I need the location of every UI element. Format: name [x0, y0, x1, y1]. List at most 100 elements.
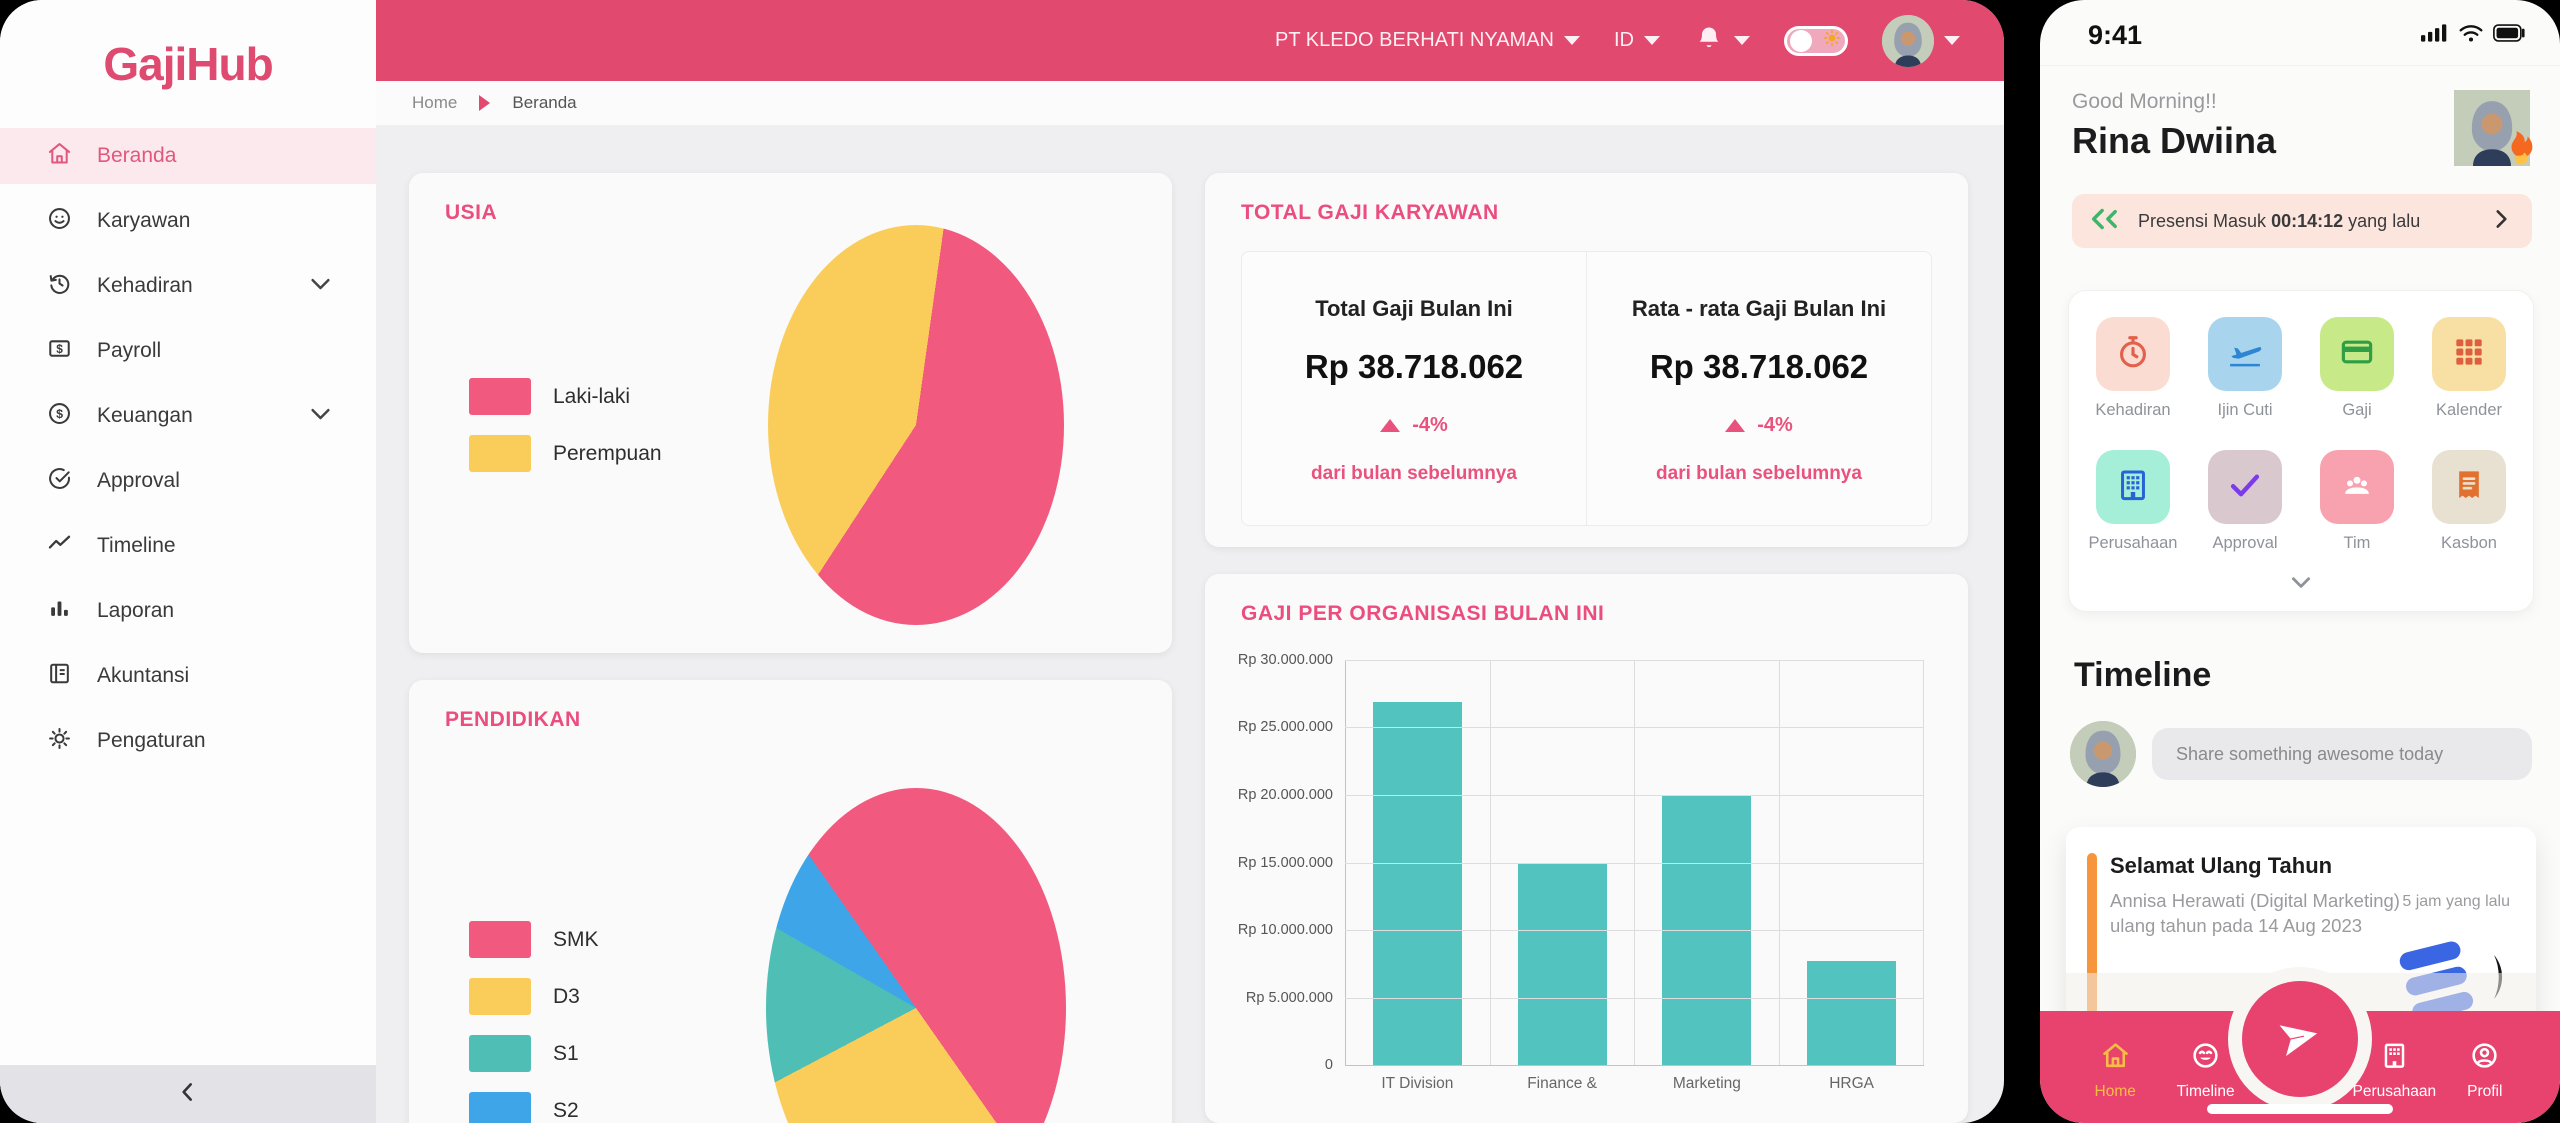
usia-card: USIA Laki-laki Perempuan: [409, 173, 1172, 653]
triangle-up-icon: [1380, 419, 1401, 432]
home-indicator[interactable]: [2207, 1104, 2393, 1114]
show-more-button[interactable]: [2077, 553, 2525, 601]
breadcrumb: Home Beranda: [376, 81, 2004, 125]
gridline: [1345, 727, 1924, 729]
menu-gaji[interactable]: Gaji: [2301, 317, 2413, 420]
sidebar-item-kehadiran[interactable]: Kehadiran: [0, 258, 376, 314]
sidebar-item-keuangan[interactable]: $ Keuangan: [0, 388, 376, 444]
legend-item[interactable]: Laki-laki: [469, 378, 695, 415]
presensi-time: 00:14:12: [2271, 210, 2344, 231]
status-time: 9:41: [2088, 20, 2143, 50]
y-axis-tick: 0: [1324, 1057, 1333, 1073]
share-row: Share something awesome today: [2070, 721, 2532, 787]
quick-menu-card: Kehadiran Ijin Cuti Gaji Kalender Perusa…: [2068, 290, 2534, 612]
bar-finance: [1517, 862, 1607, 1065]
toggle-knob: [1790, 29, 1812, 52]
legend-item[interactable]: D3: [469, 978, 695, 1015]
receipt-icon: [2450, 466, 2488, 509]
legend-item[interactable]: S2: [469, 1092, 695, 1123]
menu-perusahaan[interactable]: Perusahaan: [2077, 450, 2189, 553]
chevron-down-icon[interactable]: [307, 400, 334, 433]
office-building-icon: [2114, 466, 2152, 509]
company-selector[interactable]: PT KLEDO BERHATI NYAMAN: [1275, 29, 1580, 52]
sidebar-item-label: Akuntansi: [97, 664, 190, 687]
greeting-section: Good Morning!! Rina Dwiina: [2040, 66, 2560, 166]
share-input[interactable]: Share something awesome today: [2152, 728, 2532, 780]
sidebar-item-label: Laporan: [97, 599, 175, 622]
sidebar-item-label: Kehadiran: [97, 274, 193, 297]
sidebar-item-payroll[interactable]: $ Payroll: [0, 323, 376, 379]
sidebar-item-approval[interactable]: Approval: [0, 453, 376, 509]
caret-down-icon: [1944, 36, 1960, 45]
legend-item[interactable]: Perempuan: [469, 435, 695, 472]
bar-chart-x-labels: IT Division Finance & Marketing HRGA: [1345, 1075, 1924, 1093]
sidebar-item-akuntansi[interactable]: Akuntansi: [0, 648, 376, 704]
svg-text:$: $: [56, 407, 63, 421]
chevron-left-icon: [175, 1079, 201, 1110]
usia-card-title: USIA: [445, 201, 498, 224]
nav-timeline[interactable]: Timeline: [2160, 1040, 2250, 1101]
gridline: [1345, 997, 1924, 999]
caret-down-icon: [1734, 36, 1750, 45]
legend-swatch: [469, 978, 531, 1015]
caret-down-icon: [1644, 36, 1660, 45]
sidebar-item-timeline[interactable]: Timeline: [0, 518, 376, 574]
menu-kasbon[interactable]: Kasbon: [2413, 450, 2525, 553]
wifi-icon: [2458, 22, 2484, 49]
avatar: [2070, 721, 2136, 787]
sidebar-item-pengaturan[interactable]: Pengaturan: [0, 713, 376, 769]
language-selector[interactable]: ID: [1614, 29, 1660, 52]
notifications-menu[interactable]: [1694, 23, 1750, 59]
check-icon: [2226, 466, 2264, 509]
payroll-card-icon: $: [46, 335, 73, 368]
gridline: [1345, 794, 1924, 796]
triangle-up-icon: [1725, 419, 1746, 432]
legend-label: SMK: [553, 927, 599, 951]
stat-delta: -4%: [1412, 414, 1448, 436]
sidebar-item-beranda[interactable]: Beranda: [0, 128, 376, 184]
x-axis-label: HRGA: [1829, 1075, 1875, 1092]
x-axis-label: Marketing: [1672, 1075, 1741, 1092]
total-gaji-card: TOTAL GAJI KARYAWAN Total Gaji Bulan Ini…: [1205, 173, 1968, 547]
presensi-banner[interactable]: Presensi Masuk 00:14:12 yang lalu: [2072, 194, 2532, 248]
legend-item[interactable]: S1: [469, 1035, 695, 1072]
menu-approval[interactable]: Approval: [2189, 450, 2301, 553]
gaji-org-card-title: GAJI PER ORGANISASI BULAN INI: [1241, 602, 1605, 625]
y-axis-tick: Rp 25.000.000: [1237, 719, 1333, 736]
pendidikan-card: PENDIDIKAN SMK D3: [409, 680, 1172, 1123]
presensi-text: Presensi Masuk: [2138, 210, 2267, 231]
total-gaji-card-title: TOTAL GAJI KARYAWAN: [1241, 201, 1499, 224]
user-menu[interactable]: [1882, 14, 1960, 67]
bar-hrga: [1806, 961, 1896, 1065]
breadcrumb-home-link[interactable]: Home: [412, 93, 458, 112]
profile-avatar[interactable]: [2454, 90, 2533, 166]
sidebar-item-label: Pengaturan: [97, 729, 206, 752]
legend-swatch: [469, 921, 531, 958]
chevron-down-icon[interactable]: [307, 270, 334, 303]
presensi-suffix: yang lalu: [2348, 210, 2421, 231]
calendar-grid-icon: [2450, 333, 2488, 376]
theme-toggle[interactable]: [1784, 25, 1848, 56]
nav-home[interactable]: Home: [2070, 1040, 2160, 1101]
sidebar-item-label: Karyawan: [97, 209, 191, 232]
status-bar: 9:41: [2040, 0, 2560, 66]
menu-kalender[interactable]: Kalender: [2413, 317, 2525, 420]
team-icon: [2338, 466, 2376, 509]
pendidikan-legend: SMK D3 S1 S: [445, 822, 695, 1123]
nav-perusahaan[interactable]: Perusahaan: [2349, 1040, 2439, 1101]
post-fab-button[interactable]: [2242, 981, 2358, 1097]
sidebar-item-karyawan[interactable]: Karyawan: [0, 193, 376, 249]
menu-tim[interactable]: Tim: [2301, 450, 2413, 553]
nav-profil[interactable]: Profil: [2440, 1040, 2530, 1101]
y-axis-tick: Rp 15.000.000: [1237, 854, 1333, 871]
sidebar-collapse-button[interactable]: [0, 1065, 376, 1123]
menu-ijin-cuti[interactable]: Ijin Cuti: [2189, 317, 2301, 420]
sidebar-item-label: Keuangan: [97, 404, 193, 427]
timeline-heading: Timeline: [2074, 656, 2212, 694]
legend-item[interactable]: SMK: [469, 921, 695, 958]
breadcrumb-arrow-icon: [479, 95, 491, 111]
sidebar-item-laporan[interactable]: Laporan: [0, 583, 376, 639]
legend-swatch: [469, 1092, 531, 1123]
menu-kehadiran[interactable]: Kehadiran: [2077, 317, 2189, 420]
sidebar-item-label: Payroll: [97, 339, 162, 362]
